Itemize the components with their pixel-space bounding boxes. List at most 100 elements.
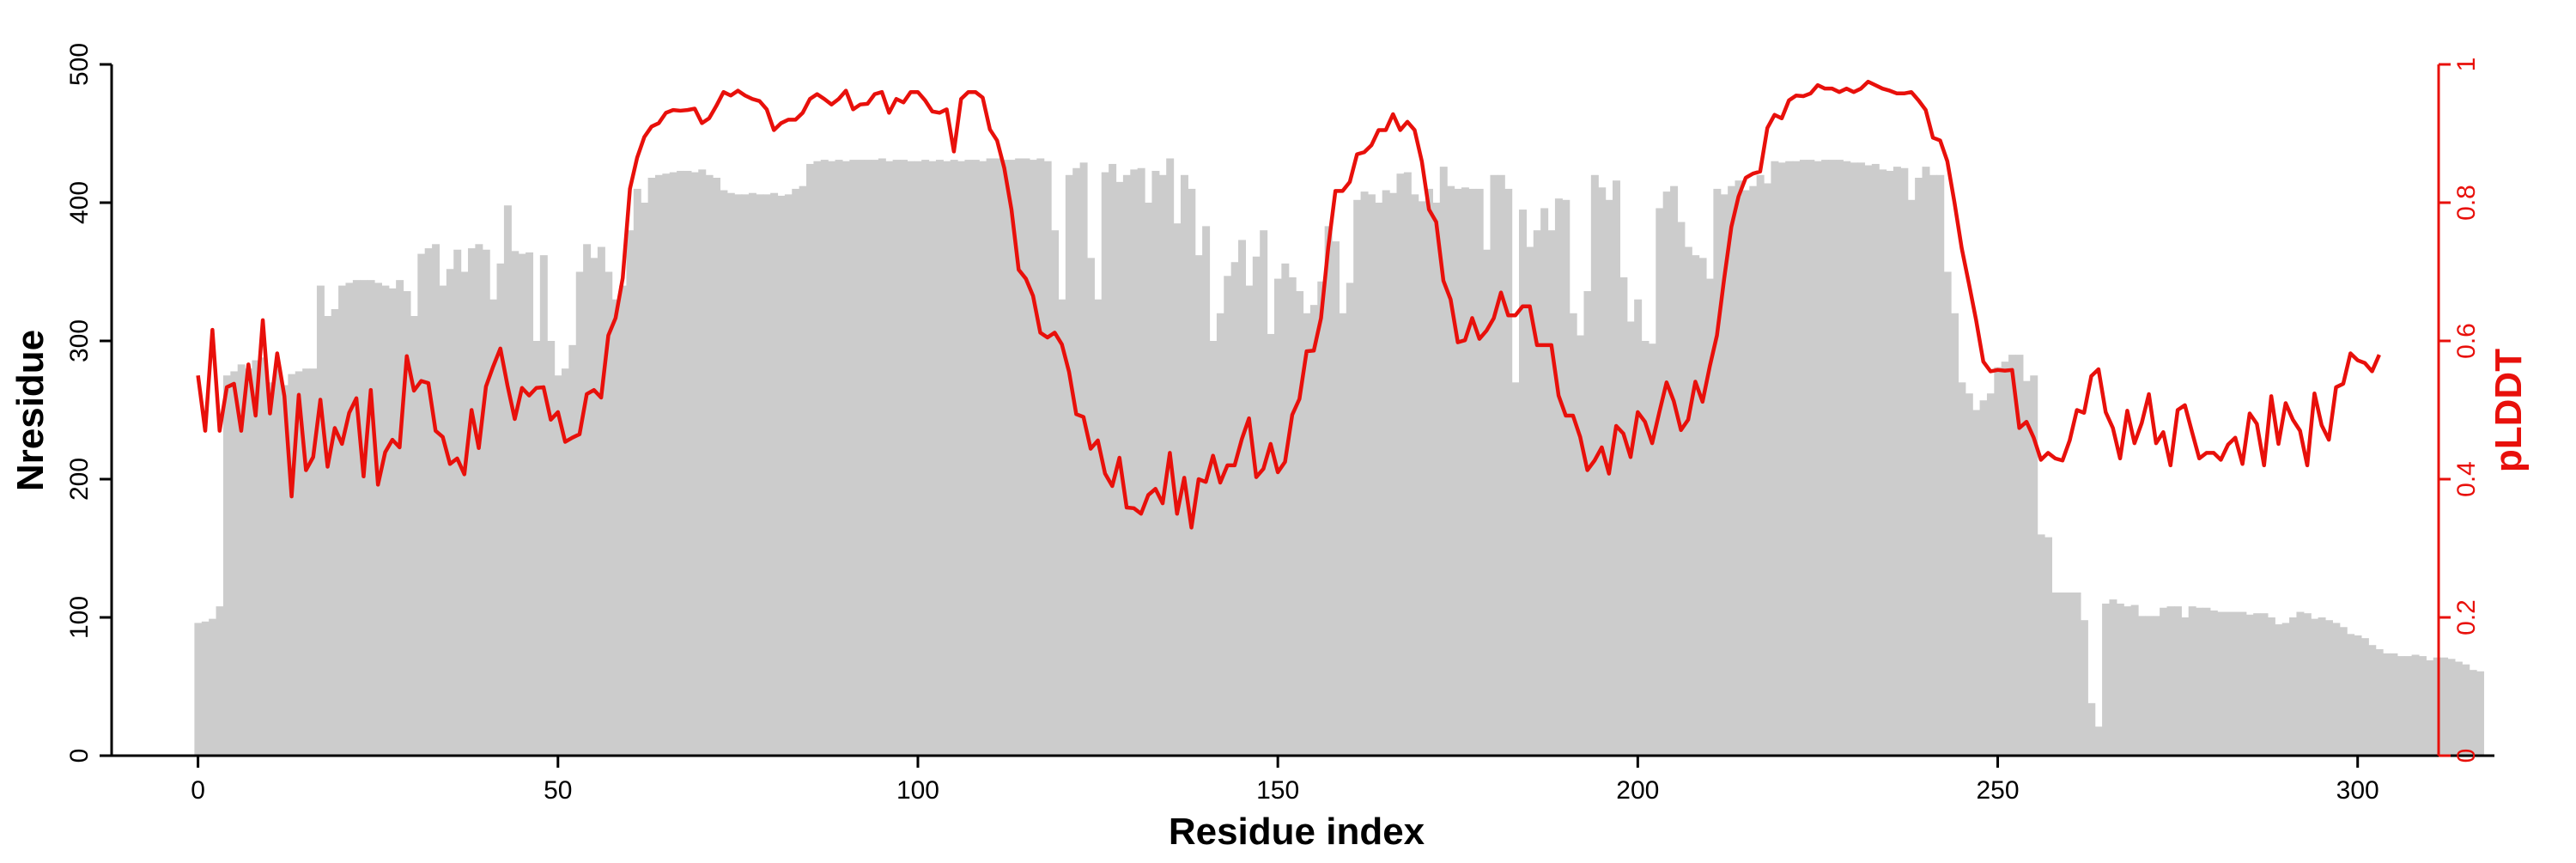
bar-residue-100: [914, 161, 922, 756]
bar-residue-150: [1273, 278, 1282, 756]
bar-residue-194: [1590, 174, 1599, 757]
bar-residue-126: [1101, 172, 1109, 756]
bar-residue-311: [2433, 657, 2441, 756]
bar-residue-294: [2311, 618, 2319, 756]
bar-residue-92: [856, 160, 865, 757]
bar-residue-243: [1943, 271, 1952, 756]
bar-residue-208: [1692, 255, 1700, 756]
bar-residue-18: [324, 316, 332, 756]
bar-residue-69: [690, 172, 699, 756]
bar-residue-161: [1353, 199, 1362, 756]
bar-residue-9: [258, 357, 267, 756]
bar-residue-37: [460, 271, 469, 756]
x-tick-label: 100: [896, 776, 939, 805]
bar-residue-149: [1267, 333, 1275, 756]
bar-residue-155: [1309, 305, 1318, 756]
bar-residue-297: [2332, 623, 2341, 756]
bar-residue-38: [467, 248, 476, 756]
x-tick-label: 0: [191, 776, 205, 805]
bar-residue-22: [352, 280, 361, 756]
bar-residue-201: [1641, 341, 1649, 756]
bar-residue-251: [2001, 362, 2009, 756]
bar-residue-47: [532, 341, 541, 756]
bar-residue-3: [216, 606, 224, 756]
x-tick-label: 300: [2336, 776, 2379, 805]
bar-residue-6: [237, 364, 246, 756]
bar-residue-264: [2094, 726, 2103, 756]
bar-residue-19: [331, 308, 339, 757]
bar-residue-238: [1907, 199, 1916, 756]
bar-residue-134: [1158, 174, 1167, 757]
bar-residue-302: [2368, 645, 2377, 756]
bar-residue-179: [1483, 249, 1492, 756]
bar-residue-13: [288, 374, 296, 756]
bar-residue-146: [1245, 285, 1254, 757]
bar-residue-234: [1879, 169, 1887, 757]
bar-residue-197: [1613, 180, 1620, 757]
bar-residue-39: [475, 244, 483, 756]
bar-residue-94: [871, 160, 879, 757]
bar-residue-159: [1339, 313, 1347, 756]
bar-residue-5: [230, 371, 239, 756]
y2-tick-label: 0: [2452, 749, 2481, 763]
bar-residue-90: [841, 161, 850, 756]
bar-residue-114: [1015, 158, 1024, 757]
bar-residue-103: [935, 160, 944, 757]
bar-residue-157: [1324, 226, 1333, 756]
bar-residue-67: [677, 170, 685, 757]
bar-residue-301: [2360, 638, 2369, 756]
bar-residue-107: [964, 160, 973, 757]
bar-residue-215: [1741, 190, 1750, 756]
bar-residue-73: [720, 190, 728, 756]
bar-residue-44: [511, 251, 519, 757]
bar-residue-315: [2462, 664, 2470, 756]
bar-residue-271: [2145, 616, 2154, 756]
bar-residue-211: [1713, 188, 1722, 756]
y-tick-label: 100: [65, 596, 94, 639]
bar-residue-199: [1626, 321, 1635, 756]
bar-residue-68: [683, 170, 692, 757]
bar-residue-273: [2160, 607, 2168, 756]
bar-residue-16: [309, 368, 318, 756]
bar-residue-164: [1375, 203, 1383, 756]
bar-residue-56: [597, 246, 605, 756]
bar-residue-173: [1439, 167, 1448, 756]
bar-residue-166: [1389, 192, 1398, 757]
bar-residue-58: [611, 299, 620, 756]
bar-residue-66: [669, 172, 677, 756]
bar-residue-121: [1065, 174, 1073, 757]
bar-residue-232: [1864, 165, 1873, 756]
bar-residue-310: [2426, 659, 2434, 756]
bar-residue-154: [1303, 313, 1311, 756]
bar-residue-169: [1411, 194, 1419, 757]
bar-residue-267: [2116, 603, 2124, 756]
y2-tick-label: 0.8: [2452, 185, 2481, 221]
x-tick-label: 150: [1256, 776, 1299, 805]
bar-residue-17: [316, 285, 325, 757]
bar-residue-180: [1490, 174, 1498, 757]
bar-residue-32: [424, 248, 433, 756]
bar-residue-205: [1670, 185, 1679, 756]
x-axis-title: Residue index: [1169, 811, 1425, 853]
plddt-line: [196, 79, 2381, 530]
bar-residue-239: [1915, 178, 1923, 756]
y2-axis-title: pLDDT: [2488, 349, 2530, 472]
bar-residue-84: [799, 185, 807, 756]
bar-residue-163: [1367, 194, 1376, 757]
bar-residue-86: [813, 161, 822, 756]
bar-residue-45: [518, 253, 526, 756]
bar-residue-237: [1900, 167, 1909, 756]
bar-residue-278: [2196, 607, 2204, 756]
bar-residue-89: [835, 160, 843, 757]
bar-residue-91: [849, 160, 858, 757]
bar-residue-119: [1051, 230, 1060, 756]
bar-residue-219: [1771, 161, 1779, 756]
bar-residue-15: [302, 368, 311, 756]
bar-residue-29: [403, 291, 411, 756]
bar-residue-190: [1562, 199, 1571, 756]
bar-residue-162: [1360, 191, 1369, 756]
bar-residue-303: [2375, 649, 2384, 756]
bar-residue-1: [201, 621, 210, 756]
bar-residue-167: [1396, 173, 1405, 756]
